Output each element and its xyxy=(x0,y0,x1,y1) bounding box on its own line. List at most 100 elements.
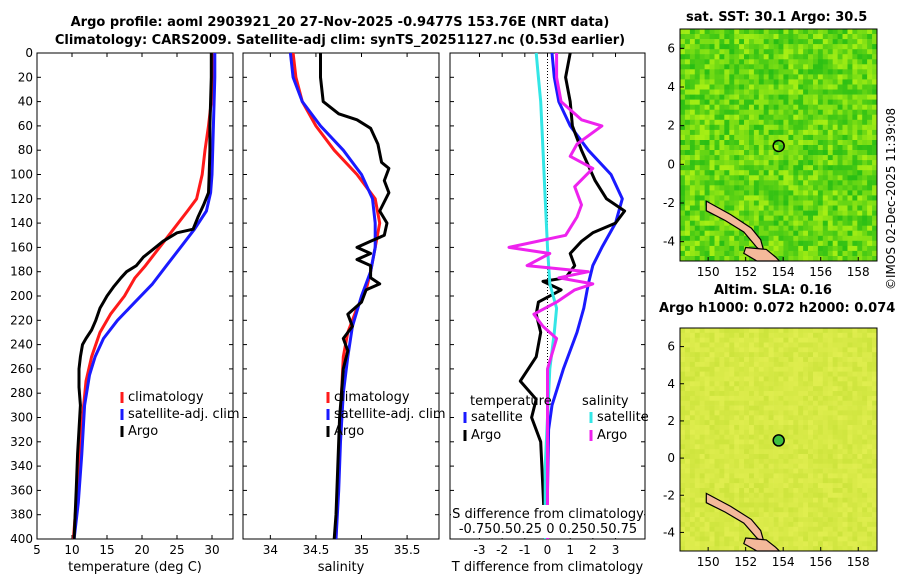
map-cell xyxy=(817,415,824,421)
series-line-s-argo xyxy=(507,53,604,539)
map-cell xyxy=(817,410,824,416)
map-cell xyxy=(852,150,858,156)
map-cell xyxy=(689,328,696,334)
map-cell xyxy=(763,134,769,141)
map-cell xyxy=(847,74,853,80)
map-cell xyxy=(813,29,819,35)
map-cell xyxy=(773,463,779,469)
map-cell xyxy=(680,526,686,532)
map-cell xyxy=(768,160,774,166)
map-cell xyxy=(783,434,789,440)
map-cell xyxy=(739,170,745,176)
map-cell xyxy=(822,84,829,90)
map-cell xyxy=(832,230,838,237)
map-cell xyxy=(867,155,873,161)
map-cell xyxy=(689,165,696,171)
map-cell xyxy=(852,352,858,358)
map-cell xyxy=(753,29,760,35)
map-cell xyxy=(734,473,740,479)
map-cell xyxy=(753,521,760,528)
map-cell xyxy=(734,190,740,196)
map-cell xyxy=(832,109,838,116)
map-cell xyxy=(813,454,819,460)
map-cell xyxy=(778,180,784,186)
map-cell xyxy=(689,420,696,426)
map-cell xyxy=(867,230,873,237)
map-cell xyxy=(862,225,868,232)
map-cell xyxy=(724,119,730,126)
map-cell xyxy=(808,536,814,542)
map-cell xyxy=(827,381,834,387)
map-cell xyxy=(744,361,750,368)
depth-tick-label: 360 xyxy=(10,483,33,497)
map-cell xyxy=(749,140,755,146)
map-cell xyxy=(729,541,735,547)
map-cell xyxy=(753,415,760,421)
map-cell xyxy=(714,235,720,242)
map-cell xyxy=(768,497,774,503)
map-cell xyxy=(699,492,705,498)
map-cell xyxy=(763,155,769,161)
map-cell xyxy=(852,342,858,348)
map-cell xyxy=(857,332,863,338)
map-cell xyxy=(773,210,779,216)
map-cell xyxy=(847,526,853,532)
map-cell xyxy=(714,190,720,196)
map-cell xyxy=(857,200,863,206)
map-cell xyxy=(724,361,730,368)
map-cell xyxy=(768,200,774,206)
map-cell xyxy=(689,94,696,100)
map-cell xyxy=(842,536,848,542)
map-cell xyxy=(788,342,794,348)
map-cell xyxy=(758,478,765,484)
map-cell xyxy=(783,119,789,126)
map-cell xyxy=(739,256,745,262)
map-cell xyxy=(773,145,779,151)
map-cell xyxy=(827,155,834,161)
map-cell xyxy=(714,84,720,90)
map-cell xyxy=(724,69,730,75)
map-cell xyxy=(699,454,705,460)
map-cell xyxy=(719,99,725,105)
map-cell xyxy=(783,395,789,402)
map-cell xyxy=(822,34,829,40)
map-cell xyxy=(744,64,750,70)
map-cell xyxy=(680,541,686,547)
map-cell xyxy=(827,175,834,181)
map-cell xyxy=(768,99,774,105)
map-cell xyxy=(808,235,814,242)
map-cell xyxy=(744,429,750,435)
map-cell xyxy=(813,376,819,382)
map-cell xyxy=(749,458,755,465)
map-cell xyxy=(684,140,691,146)
map-cell xyxy=(749,463,755,469)
map-cell xyxy=(709,99,715,105)
map-cell xyxy=(788,64,794,70)
map-cell xyxy=(813,420,819,426)
map-cell xyxy=(773,160,779,166)
map-cell xyxy=(788,395,794,402)
map-cell xyxy=(837,391,843,397)
map-cell xyxy=(739,155,745,161)
map-cell xyxy=(862,34,868,40)
map-cell xyxy=(862,415,868,421)
map-cell xyxy=(719,200,725,206)
map-cell xyxy=(793,429,799,435)
map-cell xyxy=(714,337,720,343)
map-cell xyxy=(867,512,873,518)
map-cell xyxy=(758,69,765,75)
map-cell xyxy=(798,546,804,552)
map-cell xyxy=(684,342,691,348)
map-cell xyxy=(719,512,725,518)
map-cell xyxy=(803,405,809,411)
map-cell xyxy=(719,205,725,211)
map-cell xyxy=(699,185,705,191)
map-cell xyxy=(808,386,814,392)
map-cell xyxy=(798,89,804,95)
map-cell xyxy=(729,195,735,201)
map-cell xyxy=(729,29,735,35)
map-cell xyxy=(699,502,705,508)
map-cell xyxy=(704,347,710,353)
map-cell xyxy=(842,492,848,498)
map-cell xyxy=(778,215,784,221)
